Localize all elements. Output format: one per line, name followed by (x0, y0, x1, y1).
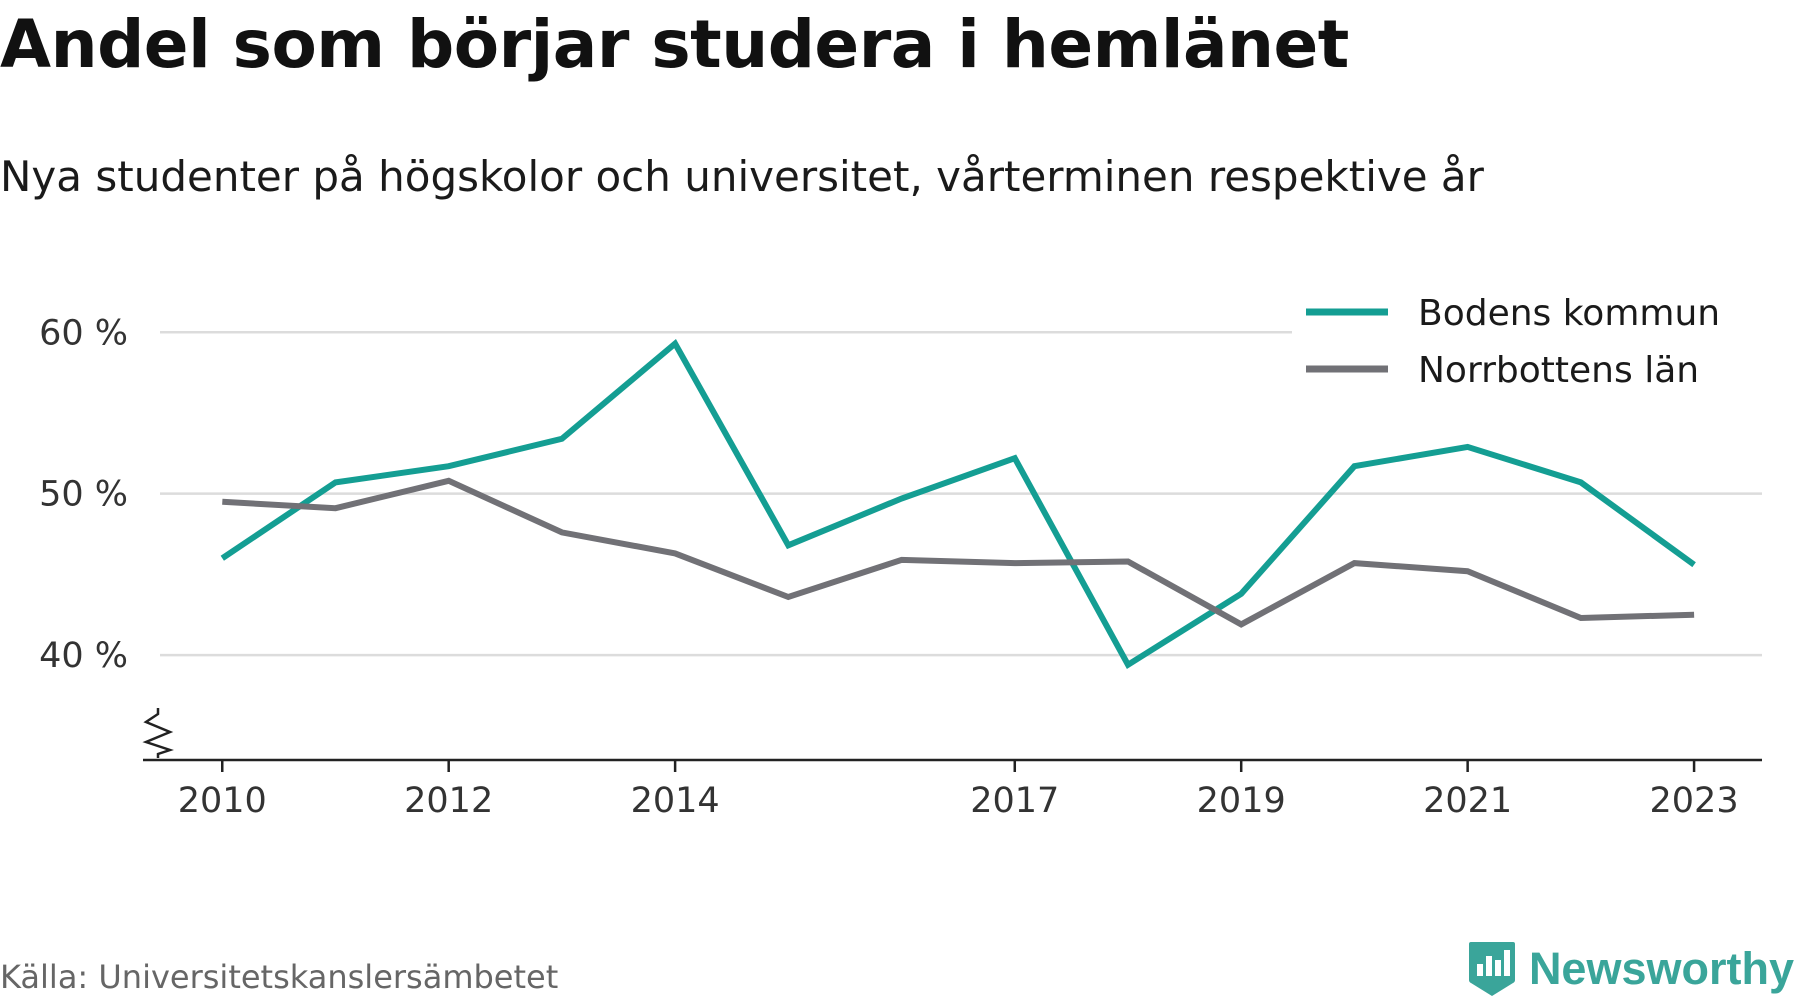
x-tick-label: 2019 (1197, 781, 1286, 821)
y-tick-label: 60 % (39, 313, 128, 353)
x-tick-label: 2012 (404, 781, 493, 821)
source-note: Källa: Universitetskanslersämbetet (0, 958, 559, 996)
axes: 40 % 50 % 60 % 2010 2012 2014 2017 2019 2021 2023 (39, 313, 1762, 821)
x-tick-label: 2023 (1650, 781, 1739, 821)
x-tick-label: 2017 (970, 781, 1059, 821)
series-line-norrbottens-lan (222, 477, 1695, 628)
x-tick-label: 2010 (178, 781, 267, 821)
x-tick-label: 2014 (631, 781, 720, 821)
y-axis-break-icon (142, 708, 174, 758)
chart-subtitle: Nya studenter på högskolor och universit… (0, 152, 1484, 201)
series-lines (220, 338, 1696, 670)
legend-label: Norrbottens län (1418, 350, 1699, 391)
series-line-bodens-kommun (220, 338, 1696, 670)
newsworthy-bar-chart-icon (1468, 942, 1515, 996)
x-tick-label: 2021 (1423, 781, 1512, 821)
chart-title: Andel som börjar studera i hemlänet (0, 6, 1349, 83)
legend-background (1292, 276, 1772, 408)
brand-name: Newsworthy (1528, 943, 1794, 994)
legend: Bodens kommun Norrbottens län (1292, 276, 1772, 408)
y-tick-label: 50 % (39, 475, 128, 515)
legend-label: Bodens kommun (1418, 293, 1720, 334)
y-tick-label: 40 % (39, 636, 128, 676)
brand-logo: Newsworthy (1467, 940, 1794, 998)
